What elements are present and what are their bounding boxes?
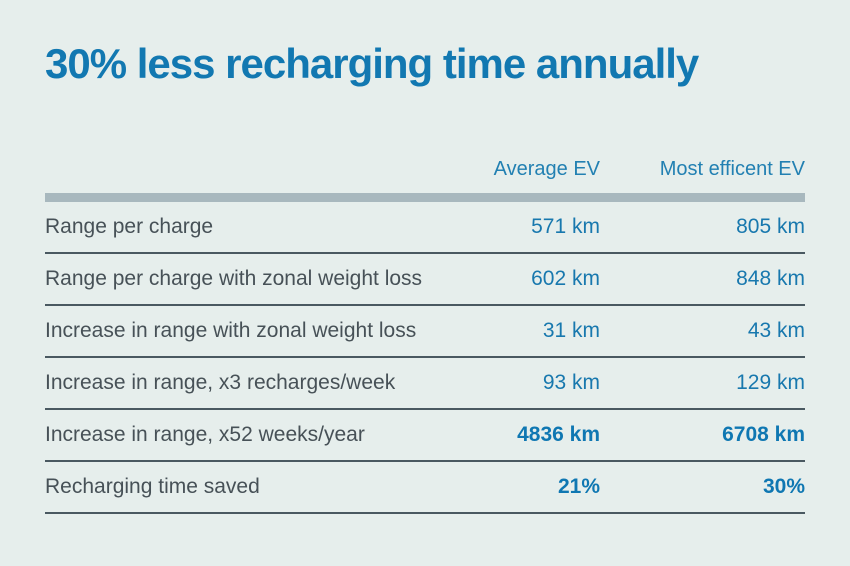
value-most-efficent-ev: 6708 km <box>722 423 805 446</box>
row-label: Increase in range, x3 recharges/week <box>45 371 396 394</box>
value-most-efficent-ev: 30% <box>762 475 805 498</box>
row-label: Range per charge with zonal weight loss <box>45 267 423 290</box>
row-label: Range per charge <box>45 215 214 238</box>
value-most-efficent-ev: 848 km <box>736 267 805 290</box>
header-divider-bar <box>45 193 805 202</box>
row-label: Recharging time saved <box>45 475 260 498</box>
table-row: Increase in range, x3 recharges/week 93 … <box>45 358 805 410</box>
data-table: Average EV Most efficent EV Range per ch… <box>45 158 805 514</box>
table-header-row: Average EV Most efficent EV <box>45 158 805 193</box>
value-average-ev: 571 km <box>531 215 600 238</box>
row-label: Increase in range, x52 weeks/year <box>45 423 365 446</box>
value-average-ev: 4836 km <box>517 423 600 446</box>
value-average-ev: 21% <box>557 475 600 498</box>
value-average-ev: 93 km <box>542 371 600 394</box>
value-most-efficent-ev: 129 km <box>736 371 805 394</box>
table-row: Range per charge 571 km 805 km <box>45 202 805 254</box>
page-title: 30% less recharging time annually <box>45 40 699 87</box>
table-row: Increase in range with zonal weight loss… <box>45 306 805 358</box>
column-header-average-ev: Average EV <box>493 158 600 180</box>
table-row: Recharging time saved 21% 30% <box>45 462 805 514</box>
value-average-ev: 602 km <box>531 267 600 290</box>
table-row: Range per charge with zonal weight loss … <box>45 254 805 306</box>
value-most-efficent-ev: 43 km <box>747 319 805 342</box>
value-average-ev: 31 km <box>542 319 600 342</box>
row-label: Increase in range with zonal weight loss <box>45 319 417 342</box>
table-row: Increase in range, x52 weeks/year 4836 k… <box>45 410 805 462</box>
column-header-most-efficent-ev: Most efficent EV <box>659 158 805 180</box>
value-most-efficent-ev: 805 km <box>736 215 805 238</box>
